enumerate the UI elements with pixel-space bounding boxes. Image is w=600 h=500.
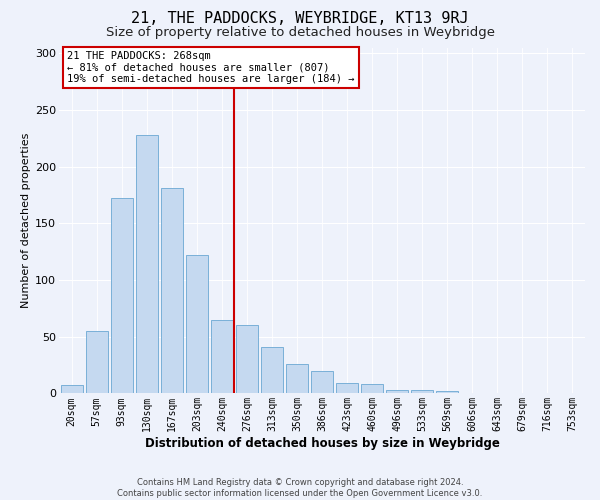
Bar: [311, 370, 333, 394]
Bar: [86, 331, 107, 394]
Bar: [236, 326, 258, 394]
Y-axis label: Number of detached properties: Number of detached properties: [21, 133, 31, 308]
Bar: [261, 347, 283, 394]
Bar: [61, 386, 83, 394]
Text: 21 THE PADDOCKS: 268sqm
← 81% of detached houses are smaller (807)
19% of semi-d: 21 THE PADDOCKS: 268sqm ← 81% of detache…: [67, 51, 355, 84]
Bar: [361, 384, 383, 394]
Bar: [411, 390, 433, 394]
X-axis label: Distribution of detached houses by size in Weybridge: Distribution of detached houses by size …: [145, 437, 499, 450]
Bar: [436, 391, 458, 394]
Text: 21, THE PADDOCKS, WEYBRIDGE, KT13 9RJ: 21, THE PADDOCKS, WEYBRIDGE, KT13 9RJ: [131, 11, 469, 26]
Bar: [336, 383, 358, 394]
Bar: [136, 135, 158, 394]
Text: Contains HM Land Registry data © Crown copyright and database right 2024.
Contai: Contains HM Land Registry data © Crown c…: [118, 478, 482, 498]
Bar: [110, 198, 133, 394]
Text: Size of property relative to detached houses in Weybridge: Size of property relative to detached ho…: [106, 26, 494, 39]
Bar: [386, 390, 408, 394]
Bar: [286, 364, 308, 394]
Bar: [186, 255, 208, 394]
Bar: [211, 320, 233, 394]
Bar: [161, 188, 183, 394]
